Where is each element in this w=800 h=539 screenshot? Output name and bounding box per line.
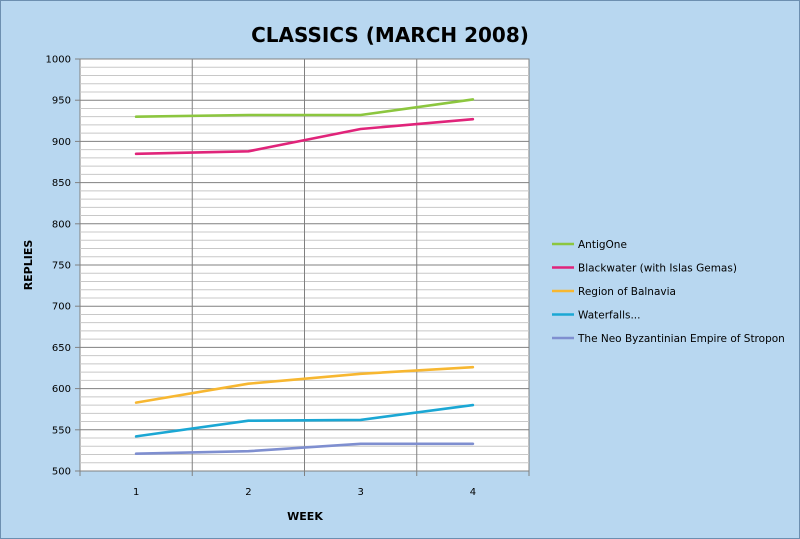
x-tick-label: 3 bbox=[357, 487, 363, 498]
series-line bbox=[134, 365, 475, 404]
series-line bbox=[134, 442, 475, 456]
legend-label: AntigOne bbox=[578, 239, 627, 251]
chart-title: CLASSICS (MARCH 2008) bbox=[251, 23, 529, 47]
y-tick-label: 700 bbox=[52, 302, 71, 313]
series-line bbox=[134, 98, 475, 118]
x-tick-label: 4 bbox=[470, 487, 476, 498]
y-tick-label: 850 bbox=[52, 178, 71, 189]
legend: AntigOne Blackwater (with Islas Gemas) Reg… bbox=[552, 239, 785, 345]
y-tick-label: 650 bbox=[52, 343, 71, 354]
y-tick-label: 600 bbox=[52, 384, 71, 395]
y-tick-label: 1000 bbox=[46, 55, 71, 66]
x-tick-label: 2 bbox=[245, 487, 251, 498]
y-tick-label: 900 bbox=[52, 137, 71, 148]
legend-label: Blackwater (with Islas Gemas) bbox=[578, 263, 737, 275]
y-axis-title: REPLIES bbox=[22, 240, 35, 291]
plot-area bbox=[79, 58, 530, 472]
vertical-gridlines bbox=[191, 59, 418, 471]
series-line bbox=[134, 403, 475, 438]
y-tick-label: 800 bbox=[52, 219, 71, 230]
legend-label: Waterfalls... bbox=[578, 310, 641, 322]
series-lines bbox=[134, 98, 475, 456]
y-tick-label: 550 bbox=[52, 425, 71, 436]
x-axis-title: WEEK bbox=[287, 510, 323, 523]
legend-label: Region of Balnavia bbox=[578, 286, 676, 298]
y-tick-label: 950 bbox=[52, 96, 71, 107]
series-line bbox=[134, 117, 475, 156]
x-tick-label: 1 bbox=[133, 487, 139, 498]
y-axis-ticks: 500 550 600 650 700 750 800 850 900 950 1000 bbox=[46, 55, 80, 478]
y-tick-label: 500 bbox=[52, 467, 71, 478]
legend-label: The Neo Byzantinian Empire of Stropon bbox=[577, 333, 785, 345]
y-tick-label: 750 bbox=[52, 261, 71, 272]
x-axis-ticks: 1 2 3 4 bbox=[79, 471, 530, 498]
